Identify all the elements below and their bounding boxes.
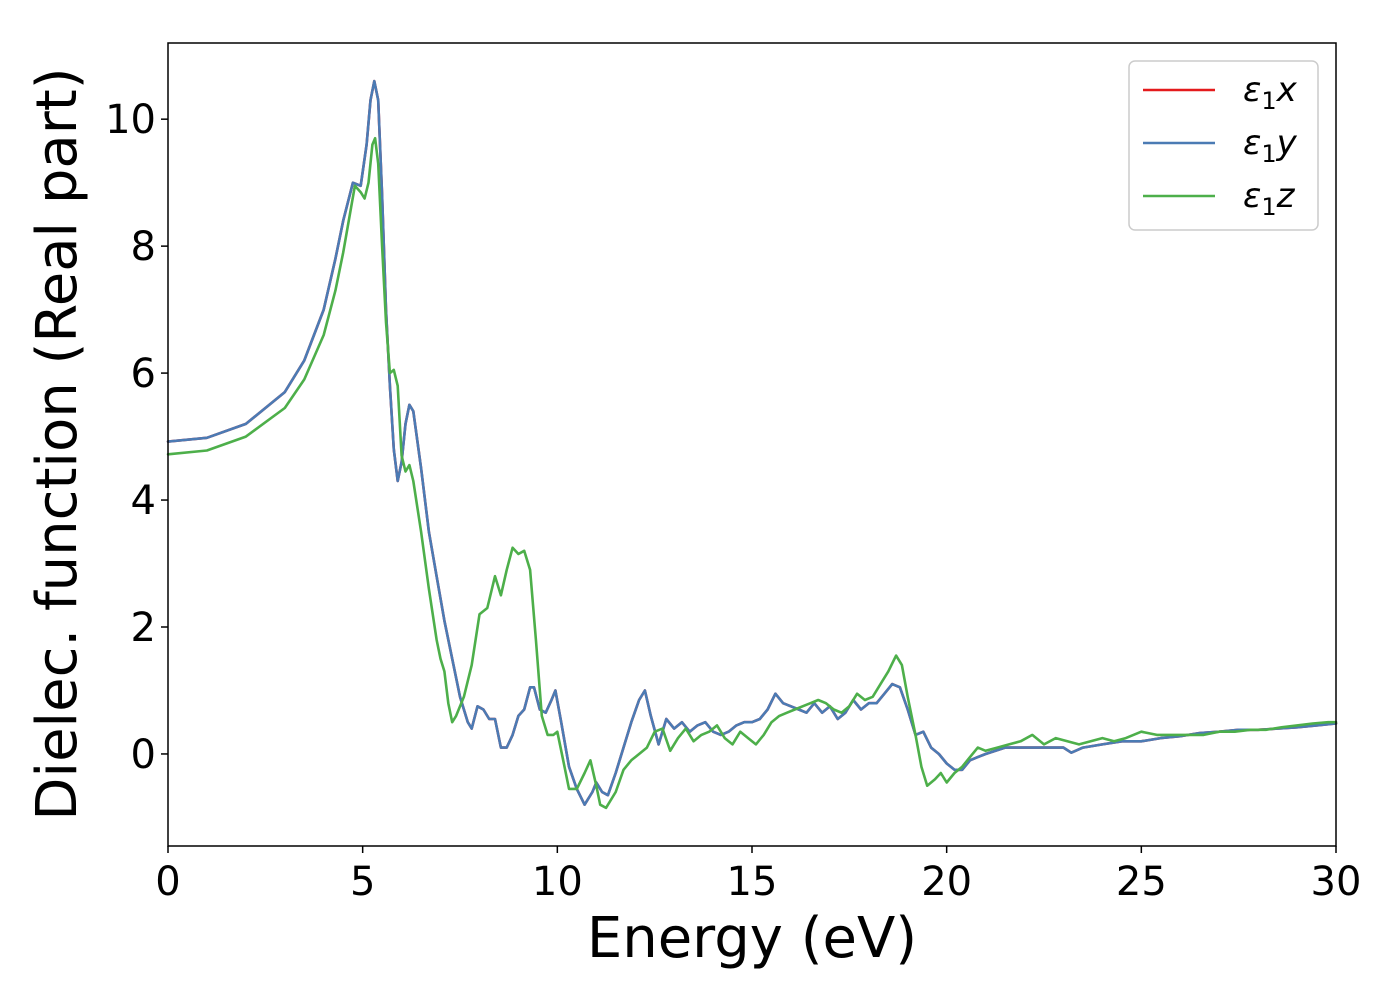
- x-tick-label: 20: [921, 859, 972, 905]
- y-tick-label: 10: [105, 97, 156, 143]
- y-tick-label: 0: [131, 732, 156, 778]
- y-tick-label: 8: [131, 224, 156, 270]
- legend: ε1x ε1y ε1z: [1128, 60, 1319, 231]
- x-tick-label: 25: [1116, 859, 1167, 905]
- x-tick-label: 5: [350, 859, 375, 905]
- x-tick-label: 0: [155, 859, 180, 905]
- legend-label-x: ε1x: [1243, 70, 1298, 115]
- y-axis-ticks: 0 2 4 6 8 10: [105, 97, 168, 778]
- x-axis-label: Energy (eV): [587, 906, 917, 971]
- legend-frame: [1128, 60, 1319, 231]
- x-axis-ticks: 0 5 10 15 20 25 30: [155, 846, 1361, 905]
- x-tick-label: 10: [532, 859, 583, 905]
- y-tick-label: 2: [131, 605, 156, 651]
- legend-entries: ε1x ε1y ε1z: [1143, 70, 1298, 221]
- series-line-z: [166, 136, 1338, 810]
- y-tick-label: 4: [131, 478, 156, 524]
- series-group: [166, 79, 1338, 810]
- x-tick-label: 30: [1311, 859, 1362, 905]
- y-tick-label: 6: [131, 351, 156, 397]
- legend-label-y: ε1y: [1243, 123, 1298, 168]
- y-axis-label: Dielec. function (Real part): [25, 67, 90, 820]
- x-tick-label: 15: [727, 859, 778, 905]
- legend-label-z: ε1z: [1243, 176, 1296, 221]
